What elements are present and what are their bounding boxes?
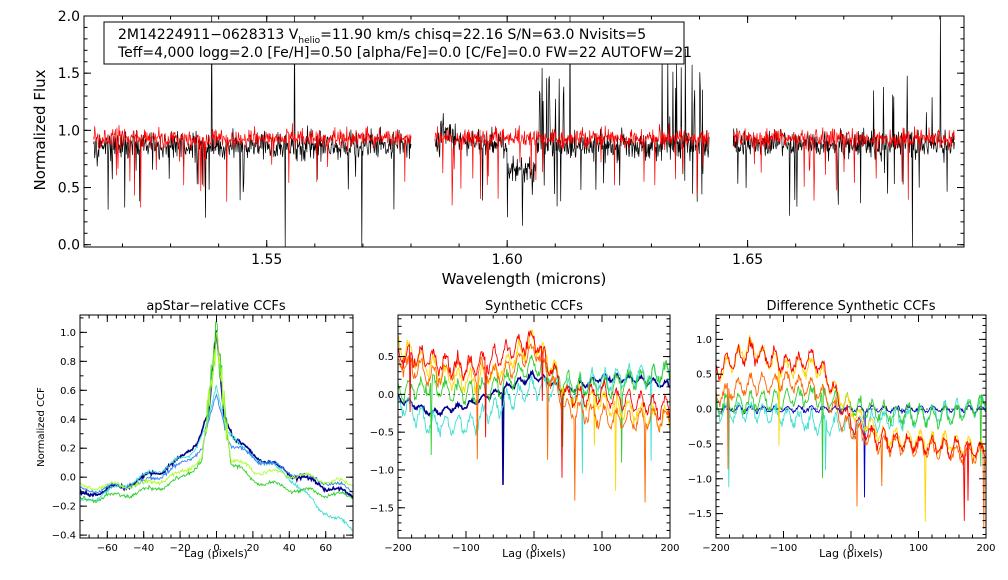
model-spectrum-line	[93, 123, 955, 208]
synthetic-ccf-panel: −200 −100 0 100 200 −1.5 −1.0 −0.5 0.0 0.5 Synthe…	[370, 299, 680, 560]
difference-ccf-lines	[715, 335, 987, 530]
y-tick-label: 0.5	[696, 370, 712, 381]
y-tick-label: 0.8	[60, 357, 76, 368]
syn_orange-line	[397, 343, 671, 503]
x-tick-label: −40	[133, 543, 154, 554]
x-tick-label: 1.60	[492, 252, 523, 268]
y-tick-label: −1.0	[370, 465, 394, 476]
diff_cyan-line	[715, 394, 987, 488]
y-tick-label: −0.5	[688, 439, 712, 450]
x-tick-label: 200	[976, 543, 995, 554]
spectrum-frame	[83, 15, 965, 248]
syn_cyan-line	[397, 359, 671, 474]
y-tick-label: 0.5	[378, 352, 394, 363]
x-tick-label: 60	[319, 543, 332, 554]
difference-ccf-frame	[715, 314, 987, 539]
y-tick-label: 1.0	[60, 328, 76, 339]
difference-ccf-x-label: Lag (pixels)	[819, 547, 883, 560]
ccf_yellowgreen-line	[79, 331, 354, 492]
y-tick-label: 2.0	[58, 9, 80, 25]
apstar-ccf-axes: −60 −40 −20 0 20 40 60 −0.4 −0.2 0.0 0.2 0.4 0.6 0.8 1…	[52, 315, 354, 554]
info-line-1-stats: =11.90 km/s chisq=22.16 S/N=63.0 Nvisits…	[320, 27, 646, 43]
diff_green-line	[715, 384, 987, 479]
apstar-ccf-lines	[79, 321, 354, 532]
ccf_blue-line	[79, 393, 354, 494]
x-tick-label: 200	[660, 543, 679, 554]
synthetic-ccf-axes: −200 −100 0 100 200 −1.5 −1.0 −0.5 0.0 0.5	[370, 315, 680, 554]
x-tick-label: −20	[170, 543, 191, 554]
syn_green-line	[397, 354, 671, 463]
info-box	[103, 21, 685, 65]
y-tick-label: −1.0	[688, 474, 712, 485]
info-line-1-star: 2M14224911−0628313 V	[118, 27, 299, 43]
apstar-ccf-title: apStar−relative CCFs	[146, 299, 286, 314]
info-line-1-subscript: helio	[298, 36, 320, 46]
difference-ccf-title: Difference Synthetic CCFs	[766, 299, 935, 314]
y-tick-label: −1.5	[688, 509, 712, 520]
x-tick-label: 40	[283, 543, 296, 554]
difference-ccf-panel: −200 −100 0 100 200 −1.5 −1.0 −0.5 0.0 0.5 1.0 Dif…	[688, 299, 996, 560]
x-tick-label: −200	[702, 543, 729, 554]
synthetic-ccf-frame	[397, 314, 671, 539]
syn_red-line	[397, 330, 671, 478]
apstar-ccf-y-label: Normalized CCF	[36, 387, 47, 467]
x-tick-label: 0	[213, 543, 219, 554]
x-tick-label: 20	[247, 543, 260, 554]
y-tick-label: −0.2	[52, 502, 76, 513]
spectrum-axes: 1.55 1.60 1.65 0.0 0.5 1.0 1.5 2.0	[58, 9, 964, 268]
apstar-ccf-frame	[79, 314, 354, 539]
y-tick-label: −0.5	[370, 428, 394, 439]
y-tick-label: 0.5	[58, 180, 80, 196]
y-tick-label: 0.6	[60, 386, 76, 397]
y-tick-label: 0.4	[60, 415, 76, 426]
synthetic-ccf-x-label: Lag (pixels)	[502, 547, 566, 560]
synthetic-ccf-title: Synthetic CCFs	[485, 299, 583, 314]
diff_red-line	[715, 337, 987, 521]
y-tick-label: 0.0	[60, 473, 76, 484]
y-tick-label: 0.2	[60, 444, 76, 455]
y-tick-label: −0.4	[52, 531, 76, 542]
diff_blue-line	[715, 403, 987, 498]
apstar-ccf-x-label: Lag (pixels)	[184, 547, 248, 560]
y-tick-label: −1.5	[370, 503, 394, 514]
info-line-1: 2M14224911−0628313 Vhelio=11.90 km/s chi…	[118, 27, 646, 46]
y-tick-label: 1.0	[696, 335, 712, 346]
x-tick-label: −100	[770, 543, 797, 554]
synthetic-ccf-lines	[397, 329, 671, 503]
diff_orange-line	[715, 370, 987, 530]
x-tick-label: 1.65	[732, 252, 763, 268]
x-tick-label: 100	[592, 543, 611, 554]
y-tick-label: 1.0	[58, 123, 80, 139]
x-tick-label: −100	[452, 543, 479, 554]
info-line-2: Teff=4,000 logg=2.0 [Fe/H]=0.50 [alpha/F…	[117, 45, 692, 61]
spectrum-panel: 1.55 1.60 1.65 0.0 0.5 1.0 1.5 2.0 Normalized F…	[31, 9, 965, 288]
y-tick-label: 0.0	[378, 390, 394, 401]
spectrum-x-label: Wavelength (microns)	[442, 270, 607, 288]
x-tick-label: 1.55	[251, 252, 282, 268]
spectrum-y-label: Normalized Flux	[31, 69, 49, 190]
difference-ccf-axes: −200 −100 0 100 200 −1.5 −1.0 −0.5 0.0 0.5 1.0	[688, 315, 996, 554]
x-tick-label: 100	[909, 543, 928, 554]
y-tick-label: 0.0	[58, 238, 80, 254]
ccf_cyan-line	[79, 384, 354, 532]
y-tick-label: 1.5	[58, 66, 80, 82]
ccf_navy-line	[79, 330, 354, 499]
x-tick-label: −200	[384, 543, 411, 554]
x-tick-label: 0	[531, 543, 537, 554]
x-tick-label: −60	[97, 543, 118, 554]
x-tick-label: 0	[848, 543, 854, 554]
apstar-ccf-panel: −60 −40 −20 0 20 40 60 −0.4 −0.2 0.0 0.2 0.4 0.6 0.8 1…	[36, 299, 354, 560]
y-tick-label: 0.0	[696, 405, 712, 416]
spectrum-lines	[93, 15, 955, 248]
